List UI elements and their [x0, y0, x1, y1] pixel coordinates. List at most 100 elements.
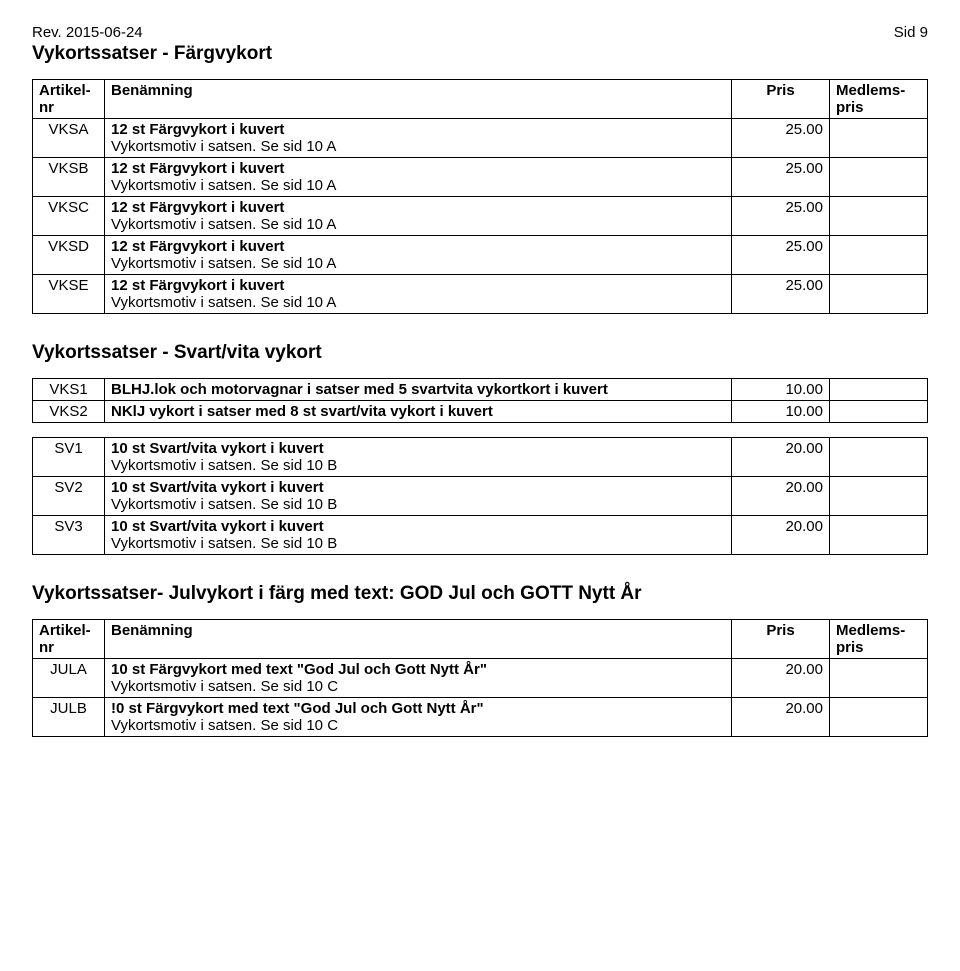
table-header-row: Artikel-nr Benämning Pris Medlems-pris: [33, 80, 928, 119]
cell-code: SV1: [33, 438, 105, 477]
table-row: VKSB 12 st Färgvykort i kuvert Vykortsmo…: [33, 158, 928, 197]
cell-name: 10 st Svart/vita vykort i kuvert Vykorts…: [105, 438, 732, 477]
cell-name: !0 st Färgvykort med text "God Jul och G…: [105, 698, 732, 737]
cell-price: 25.00: [732, 158, 830, 197]
table-row: JULB !0 st Färgvykort med text "God Jul …: [33, 698, 928, 737]
section1-table: Artikel-nr Benämning Pris Medlems-pris V…: [32, 79, 928, 314]
item-name: 12 st Färgvykort i kuvert: [111, 160, 284, 177]
table-row: SV3 10 st Svart/vita vykort i kuvert Vyk…: [33, 516, 928, 555]
table-row: VKSD 12 st Färgvykort i kuvert Vykortsmo…: [33, 236, 928, 275]
item-name: 10 st Svart/vita vykort i kuvert: [111, 518, 324, 535]
item-sub: Vykortsmotiv i satsen. Se sid 10 B: [111, 457, 337, 474]
cell-code: JULB: [33, 698, 105, 737]
hdr-code: Artikel-nr: [33, 80, 105, 119]
cell-name: 10 st Svart/vita vykort i kuvert Vykorts…: [105, 516, 732, 555]
cell-code: SV3: [33, 516, 105, 555]
cell-price: 25.00: [732, 197, 830, 236]
table-row: JULA 10 st Färgvykort med text "God Jul …: [33, 659, 928, 698]
item-sub: Vykortsmotiv i satsen. Se sid 10 A: [111, 255, 336, 272]
item-name: 12 st Färgvykort i kuvert: [111, 238, 284, 255]
cell-code: VKSC: [33, 197, 105, 236]
cell-code: VKSD: [33, 236, 105, 275]
cell-name: 12 st Färgvykort i kuvert Vykortsmotiv i…: [105, 158, 732, 197]
cell-price: 10.00: [732, 379, 830, 401]
item-sub: Vykortsmotiv i satsen. Se sid 10 B: [111, 535, 337, 552]
item-sub: Vykortsmotiv i satsen. Se sid 10 A: [111, 138, 336, 155]
cell-mem: [830, 379, 928, 401]
page-header: Rev. 2015-06-24 Sid 9: [32, 24, 928, 41]
item-name: 10 st Färgvykort med text "God Jul och G…: [111, 661, 487, 678]
item-sub: Vykortsmotiv i satsen. Se sid 10 A: [111, 294, 336, 311]
hdr-name: Benämning: [105, 620, 732, 659]
cell-name: 12 st Färgvykort i kuvert Vykortsmotiv i…: [105, 119, 732, 158]
cell-code: VKS2: [33, 401, 105, 423]
cell-price: 25.00: [732, 236, 830, 275]
cell-price: 20.00: [732, 438, 830, 477]
item-name: 12 st Färgvykort i kuvert: [111, 199, 284, 216]
cell-mem: [830, 659, 928, 698]
cell-code: SV2: [33, 477, 105, 516]
item-sub: Vykortsmotiv i satsen. Se sid 10 B: [111, 496, 337, 513]
cell-price: 10.00: [732, 401, 830, 423]
hdr-mem: Medlems-pris: [830, 620, 928, 659]
hdr-price: Pris: [732, 80, 830, 119]
cell-price: 25.00: [732, 119, 830, 158]
item-sub: Vykortsmotiv i satsen. Se sid 10 A: [111, 216, 336, 233]
table-row: VKSA 12 st Färgvykort i kuvert Vykortsmo…: [33, 119, 928, 158]
cell-price: 20.00: [732, 516, 830, 555]
table-row: VKS1 BLHJ.lok och motorvagnar i satser m…: [33, 379, 928, 401]
item-name: 12 st Färgvykort i kuvert: [111, 121, 284, 138]
cell-mem: [830, 275, 928, 314]
item-name: !0 st Färgvykort med text "God Jul och G…: [111, 700, 484, 717]
cell-mem: [830, 197, 928, 236]
table-row: VKSC 12 st Färgvykort i kuvert Vykortsmo…: [33, 197, 928, 236]
spacer: [32, 423, 928, 437]
cell-mem: [830, 438, 928, 477]
cell-name: BLHJ.lok och motorvagnar i satser med 5 …: [105, 379, 732, 401]
hdr-price: Pris: [732, 620, 830, 659]
table-row: VKS2 NKlJ vykort i satser med 8 st svart…: [33, 401, 928, 423]
item-sub: Vykortsmotiv i satsen. Se sid 10 A: [111, 177, 336, 194]
section2-table-b: SV1 10 st Svart/vita vykort i kuvert Vyk…: [32, 437, 928, 555]
revision-text: Rev. 2015-06-24: [32, 24, 143, 41]
cell-name: 12 st Färgvykort i kuvert Vykortsmotiv i…: [105, 236, 732, 275]
table-row: SV2 10 st Svart/vita vykort i kuvert Vyk…: [33, 477, 928, 516]
section3-title: Vykortssatser- Julvykort i färg med text…: [32, 583, 928, 605]
cell-code: VKSE: [33, 275, 105, 314]
table-row: SV1 10 st Svart/vita vykort i kuvert Vyk…: [33, 438, 928, 477]
cell-mem: [830, 698, 928, 737]
page-number: Sid 9: [894, 24, 928, 41]
table-row: VKSE 12 st Färgvykort i kuvert Vykortsmo…: [33, 275, 928, 314]
cell-mem: [830, 477, 928, 516]
table-header-row: Artikel-nr Benämning Pris Medlems-pris: [33, 620, 928, 659]
section2-title: Vykortssatser - Svart/vita vykort: [32, 342, 928, 364]
section2-table-a: VKS1 BLHJ.lok och motorvagnar i satser m…: [32, 378, 928, 423]
hdr-mem: Medlems-pris: [830, 80, 928, 119]
hdr-code: Artikel-nr: [33, 620, 105, 659]
cell-price: 20.00: [732, 698, 830, 737]
cell-code: JULA: [33, 659, 105, 698]
cell-code: VKSB: [33, 158, 105, 197]
cell-price: 20.00: [732, 659, 830, 698]
hdr-name: Benämning: [105, 80, 732, 119]
section3-table: Artikel-nr Benämning Pris Medlems-pris J…: [32, 619, 928, 737]
section1-title: Vykortssatser - Färgvykort: [32, 43, 928, 65]
cell-mem: [830, 158, 928, 197]
cell-code: VKSA: [33, 119, 105, 158]
cell-price: 25.00: [732, 275, 830, 314]
cell-mem: [830, 516, 928, 555]
cell-price: 20.00: [732, 477, 830, 516]
cell-mem: [830, 236, 928, 275]
cell-name: 12 st Färgvykort i kuvert Vykortsmotiv i…: [105, 275, 732, 314]
item-sub: Vykortsmotiv i satsen. Se sid 10 C: [111, 717, 338, 734]
cell-mem: [830, 119, 928, 158]
cell-code: VKS1: [33, 379, 105, 401]
item-name: 10 st Svart/vita vykort i kuvert: [111, 440, 324, 457]
cell-name: 10 st Färgvykort med text "God Jul och G…: [105, 659, 732, 698]
cell-name: 10 st Svart/vita vykort i kuvert Vykorts…: [105, 477, 732, 516]
item-name: 12 st Färgvykort i kuvert: [111, 277, 284, 294]
cell-mem: [830, 401, 928, 423]
item-sub: Vykortsmotiv i satsen. Se sid 10 C: [111, 678, 338, 695]
item-name: 10 st Svart/vita vykort i kuvert: [111, 479, 324, 496]
cell-name: 12 st Färgvykort i kuvert Vykortsmotiv i…: [105, 197, 732, 236]
